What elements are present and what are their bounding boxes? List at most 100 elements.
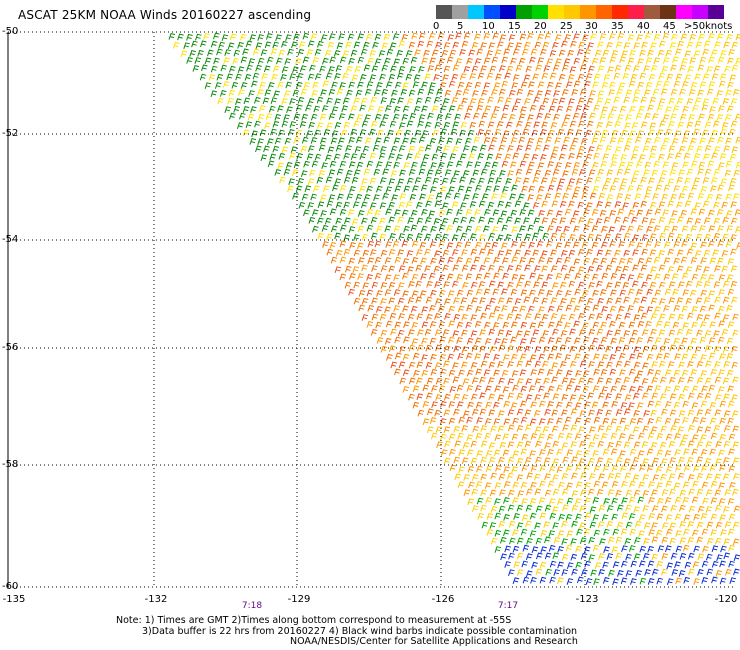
wind-barb — [480, 456, 487, 464]
wind-barb — [720, 178, 728, 185]
wind-barb — [718, 498, 726, 505]
wind-barb — [703, 280, 711, 288]
wind-barb — [538, 385, 545, 393]
wind-barb — [334, 266, 342, 273]
wind-barb — [566, 482, 573, 490]
wind-barb — [691, 160, 698, 168]
wind-barb — [493, 418, 501, 425]
wind-barb — [568, 266, 576, 274]
wind-barb — [669, 488, 676, 496]
wind-barb — [721, 122, 729, 129]
wind-barb — [413, 370, 420, 377]
wind-barb — [591, 137, 599, 145]
wind-barb — [366, 289, 374, 297]
wind-barb — [602, 417, 610, 425]
wind-barb — [399, 169, 406, 177]
wind-barb — [426, 40, 434, 48]
wind-barb — [716, 114, 724, 121]
wind-barb — [516, 120, 523, 128]
wind-barb — [488, 280, 496, 288]
wind-barb — [501, 56, 509, 64]
wind-barb — [327, 146, 335, 154]
wind-barb — [411, 257, 419, 264]
wind-barb — [474, 33, 481, 41]
wind-barb — [411, 161, 418, 169]
wind-barb — [679, 521, 686, 528]
wind-barb — [609, 354, 616, 361]
wind-barb — [516, 360, 524, 368]
wind-barb — [629, 480, 636, 488]
wind-barb — [659, 360, 666, 368]
wind-barb — [587, 266, 595, 273]
wind-barb — [662, 209, 670, 216]
wind-barb — [622, 282, 630, 289]
wind-barb — [446, 208, 453, 216]
wind-barb — [704, 168, 712, 176]
wind-barb — [599, 113, 607, 120]
scale-swatch — [644, 5, 660, 19]
wind-barb — [519, 225, 526, 233]
wind-barb — [429, 82, 436, 89]
wind-barb — [629, 528, 637, 536]
wind-barb — [265, 33, 273, 40]
wind-barb — [605, 121, 613, 128]
wind-barb — [718, 320, 725, 328]
wind-barb — [274, 169, 282, 176]
wind-barb — [608, 89, 615, 96]
wind-barb — [379, 177, 387, 184]
wind-barb — [616, 521, 624, 529]
wind-barb — [353, 249, 361, 257]
wind-barb — [373, 89, 381, 97]
wind-barb — [625, 521, 633, 529]
wind-barb — [697, 89, 704, 97]
wind-barb — [361, 264, 368, 272]
wind-barb — [549, 560, 557, 568]
wind-barb — [501, 338, 508, 345]
wind-barb — [498, 520, 506, 528]
wind-barb — [650, 201, 657, 209]
wind-barb — [691, 496, 699, 504]
wind-barb — [732, 488, 739, 496]
wind-barb — [207, 49, 214, 57]
wind-barb — [636, 370, 644, 378]
wind-barb — [346, 89, 353, 97]
wind-barb — [603, 216, 611, 224]
wind-barb — [284, 137, 292, 145]
wind-barb — [569, 378, 576, 385]
wind-barb — [575, 129, 583, 136]
wind-barb — [466, 369, 474, 377]
wind-barb — [675, 152, 682, 160]
wind-barb — [685, 233, 693, 241]
wind-barb — [608, 536, 615, 544]
wind-barb — [438, 209, 446, 217]
wind-barb — [696, 536, 704, 544]
wind-barb — [733, 193, 740, 200]
wind-barb — [660, 144, 667, 152]
wind-barb — [633, 441, 641, 449]
wind-barb — [673, 401, 681, 409]
wind-barb — [670, 113, 677, 120]
wind-barb — [426, 280, 433, 288]
wind-barb — [321, 162, 328, 169]
wind-barb — [506, 313, 514, 321]
wind-barb — [375, 321, 382, 329]
wind-barb — [650, 145, 658, 153]
map-title: ASCAT 25KM NOAA Winds 20160227 ascending — [18, 8, 312, 22]
wind-barb — [628, 402, 635, 409]
wind-barb — [713, 65, 721, 73]
wind-barb — [678, 377, 685, 384]
wind-barb — [502, 130, 510, 138]
wind-barb — [606, 330, 613, 337]
wind-barb — [681, 305, 689, 313]
wind-barb — [603, 528, 610, 536]
wind-barb — [369, 128, 376, 136]
wind-barb — [647, 578, 655, 585]
wind-barb — [520, 321, 528, 329]
wind-barb — [677, 121, 685, 129]
wind-barb — [554, 137, 561, 144]
wind-barb — [379, 233, 386, 241]
wind-barb — [370, 249, 377, 256]
wind-barb — [583, 257, 591, 265]
wind-barb — [578, 394, 585, 402]
wind-barb — [725, 210, 733, 217]
